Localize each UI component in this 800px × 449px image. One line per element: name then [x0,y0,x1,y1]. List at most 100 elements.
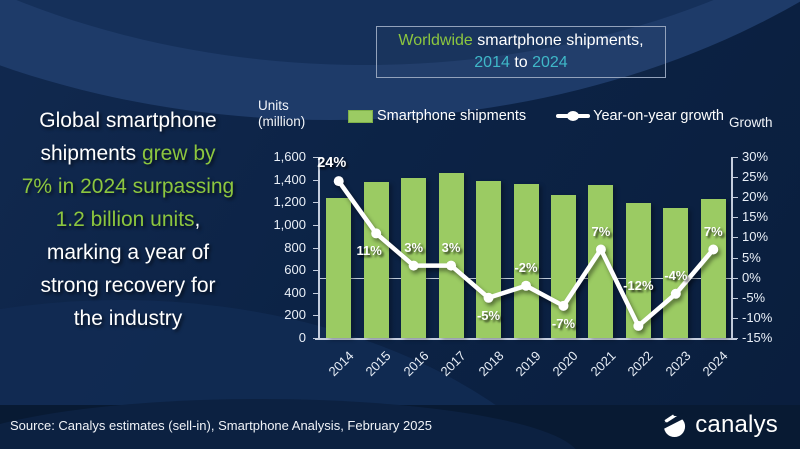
left-tick-mark-2 [313,202,318,204]
left-tick-400: 400 [284,284,306,300]
right-tick--5%: -5% [742,289,766,305]
right-tick-mark-6 [733,277,738,279]
x-axis-label-2024: 2024 [699,348,731,380]
headline-line-2: 7% in 2024 surpassing [6,170,250,203]
left-tick-mark-6 [313,292,318,294]
bar-2019 [513,184,539,338]
headline-line-5: strong recovery for [6,269,250,302]
headline-line-0: Global smartphone [6,104,250,137]
bar-2017 [438,172,464,338]
growth-label-2015: 11% [356,243,382,259]
growth-label-2017: 3% [441,239,461,255]
chart-title-line2: 2014 to 2024 [474,52,567,74]
right-tick-25%: 25% [742,169,769,185]
headline-line-0-seg-0: Global smartphone [39,109,217,132]
left-tick-0: 0 [298,330,306,345]
left-axis-title: Units (million) [258,98,305,130]
left-tick-mark-5 [313,270,318,272]
right-tick-mark-0 [733,157,738,158]
x-axis-label-2015: 2015 [362,348,394,380]
canalys-logo-text: canalys [695,411,778,438]
bar-2018 [476,180,502,338]
growth-point-2014 [333,176,344,187]
right-tick-5%: 5% [742,249,761,265]
left-axis-line [318,157,320,339]
x-axis-label-2018: 2018 [475,348,507,380]
right-tick--10%: -10% [742,309,773,325]
headline-line-4-seg-0: marking a year of [46,241,210,264]
source-text: Source: Canalys estimates (sell-in), Sma… [10,418,432,433]
right-tick-mark-4 [733,237,738,239]
x-axis-label-2014: 2014 [325,348,357,380]
chart-title-line1: Worldwide smartphone shipments, [398,30,643,52]
growth-point-2017 [446,260,457,271]
left-tick-mark-3 [313,224,318,226]
growth-point-2018 [483,292,494,303]
left-tick-1,600: 1,600 [273,149,306,164]
growth-point-2020 [558,300,569,311]
left-tick-1,000: 1,000 [273,216,306,232]
right-tick-mark-5 [733,257,738,259]
headline-line-4: marking a year of [6,236,250,269]
growth-point-2016 [408,260,419,271]
headline-line-1-seg-1: grew by [142,142,216,165]
right-tick-mark-3 [733,217,738,219]
right-tick-30%: 30% [742,149,769,164]
headline-line-1: shipments grew by [6,137,250,170]
bar-2020 [550,194,576,338]
x-axis-label-2023: 2023 [662,348,694,380]
legend-bar-label: Smartphone shipments [377,108,527,124]
right-tick-mark-9 [733,338,738,339]
bar-2015 [363,182,389,338]
headline-line-3-seg-1: , [194,208,201,231]
growth-label-2020: -7% [551,315,576,331]
growth-label-2022: -12% [623,277,654,293]
left-tick-800: 800 [284,239,306,255]
growth-point-2022 [633,320,644,331]
left-tick-200: 200 [284,307,306,323]
growth-point-2015 [371,228,382,239]
growth-label-2023: -4% [664,267,688,283]
x-axis-line [315,338,737,340]
left-tick-mark-4 [313,247,318,249]
left-tick-mark-0 [313,157,318,158]
growth-point-2023 [670,288,681,299]
growth-label-2024: 7% [703,223,723,239]
left-tick-mark-1 [313,179,318,181]
right-tick-20%: 20% [742,189,769,205]
x-axis-label-2020: 2020 [550,348,582,380]
growth-label-2016: 3% [404,239,424,255]
growth-label-2021: 7% [591,223,611,239]
headline-line-3: 1.2 billion units, [6,203,250,236]
right-tick-mark-1 [733,177,738,179]
headline: Global smartphone shipments grew by 7% in … [6,104,250,335]
headline-line-3-seg-0: 1.2 billion units [55,208,195,231]
right-tick-0%: 0% [742,269,761,285]
title-line2-seg-0: 2014 [474,54,510,71]
title-line2-seg-2: 2024 [532,54,568,71]
right-tick-10%: 10% [742,229,769,245]
x-axis-label-2019: 2019 [512,348,544,380]
headline-line-5-seg-0: strong recovery for [40,274,216,297]
growth-point-2024 [708,244,719,255]
growth-label-2014: 24% [317,155,347,172]
x-axis-label-2017: 2017 [437,348,469,380]
bar-chart-plot: 24% 11% 3% 3% -5% -2% -7% 7% -12% -4% 7% 2014 2015 20… [317,155,732,379]
right-tick--15%: -15% [742,330,773,345]
right-tick-mark-2 [733,197,738,199]
right-tick-mark-8 [733,317,738,319]
title-line1-seg-1: smartphone shipments, [477,32,644,49]
left-tick-mark-8 [313,338,318,339]
left-axis-title-units: Units [258,98,289,113]
right-tick-mark-7 [733,297,738,299]
canalys-logo: canalys [662,411,778,439]
headline-line-6-seg-0: the industry [73,307,183,330]
growth-point-2021 [595,244,606,255]
bar-2024 [700,199,726,338]
headline-line-2-seg-0: 7% in 2024 surpassing [21,175,235,198]
legend-line-label: Year-on-year growth [593,108,724,124]
line-series-swatch-icon [556,111,591,121]
chart-legend: Smartphone shipments Year-on-year growth [348,108,724,124]
title-line1-seg-0: Worldwide [398,32,478,49]
